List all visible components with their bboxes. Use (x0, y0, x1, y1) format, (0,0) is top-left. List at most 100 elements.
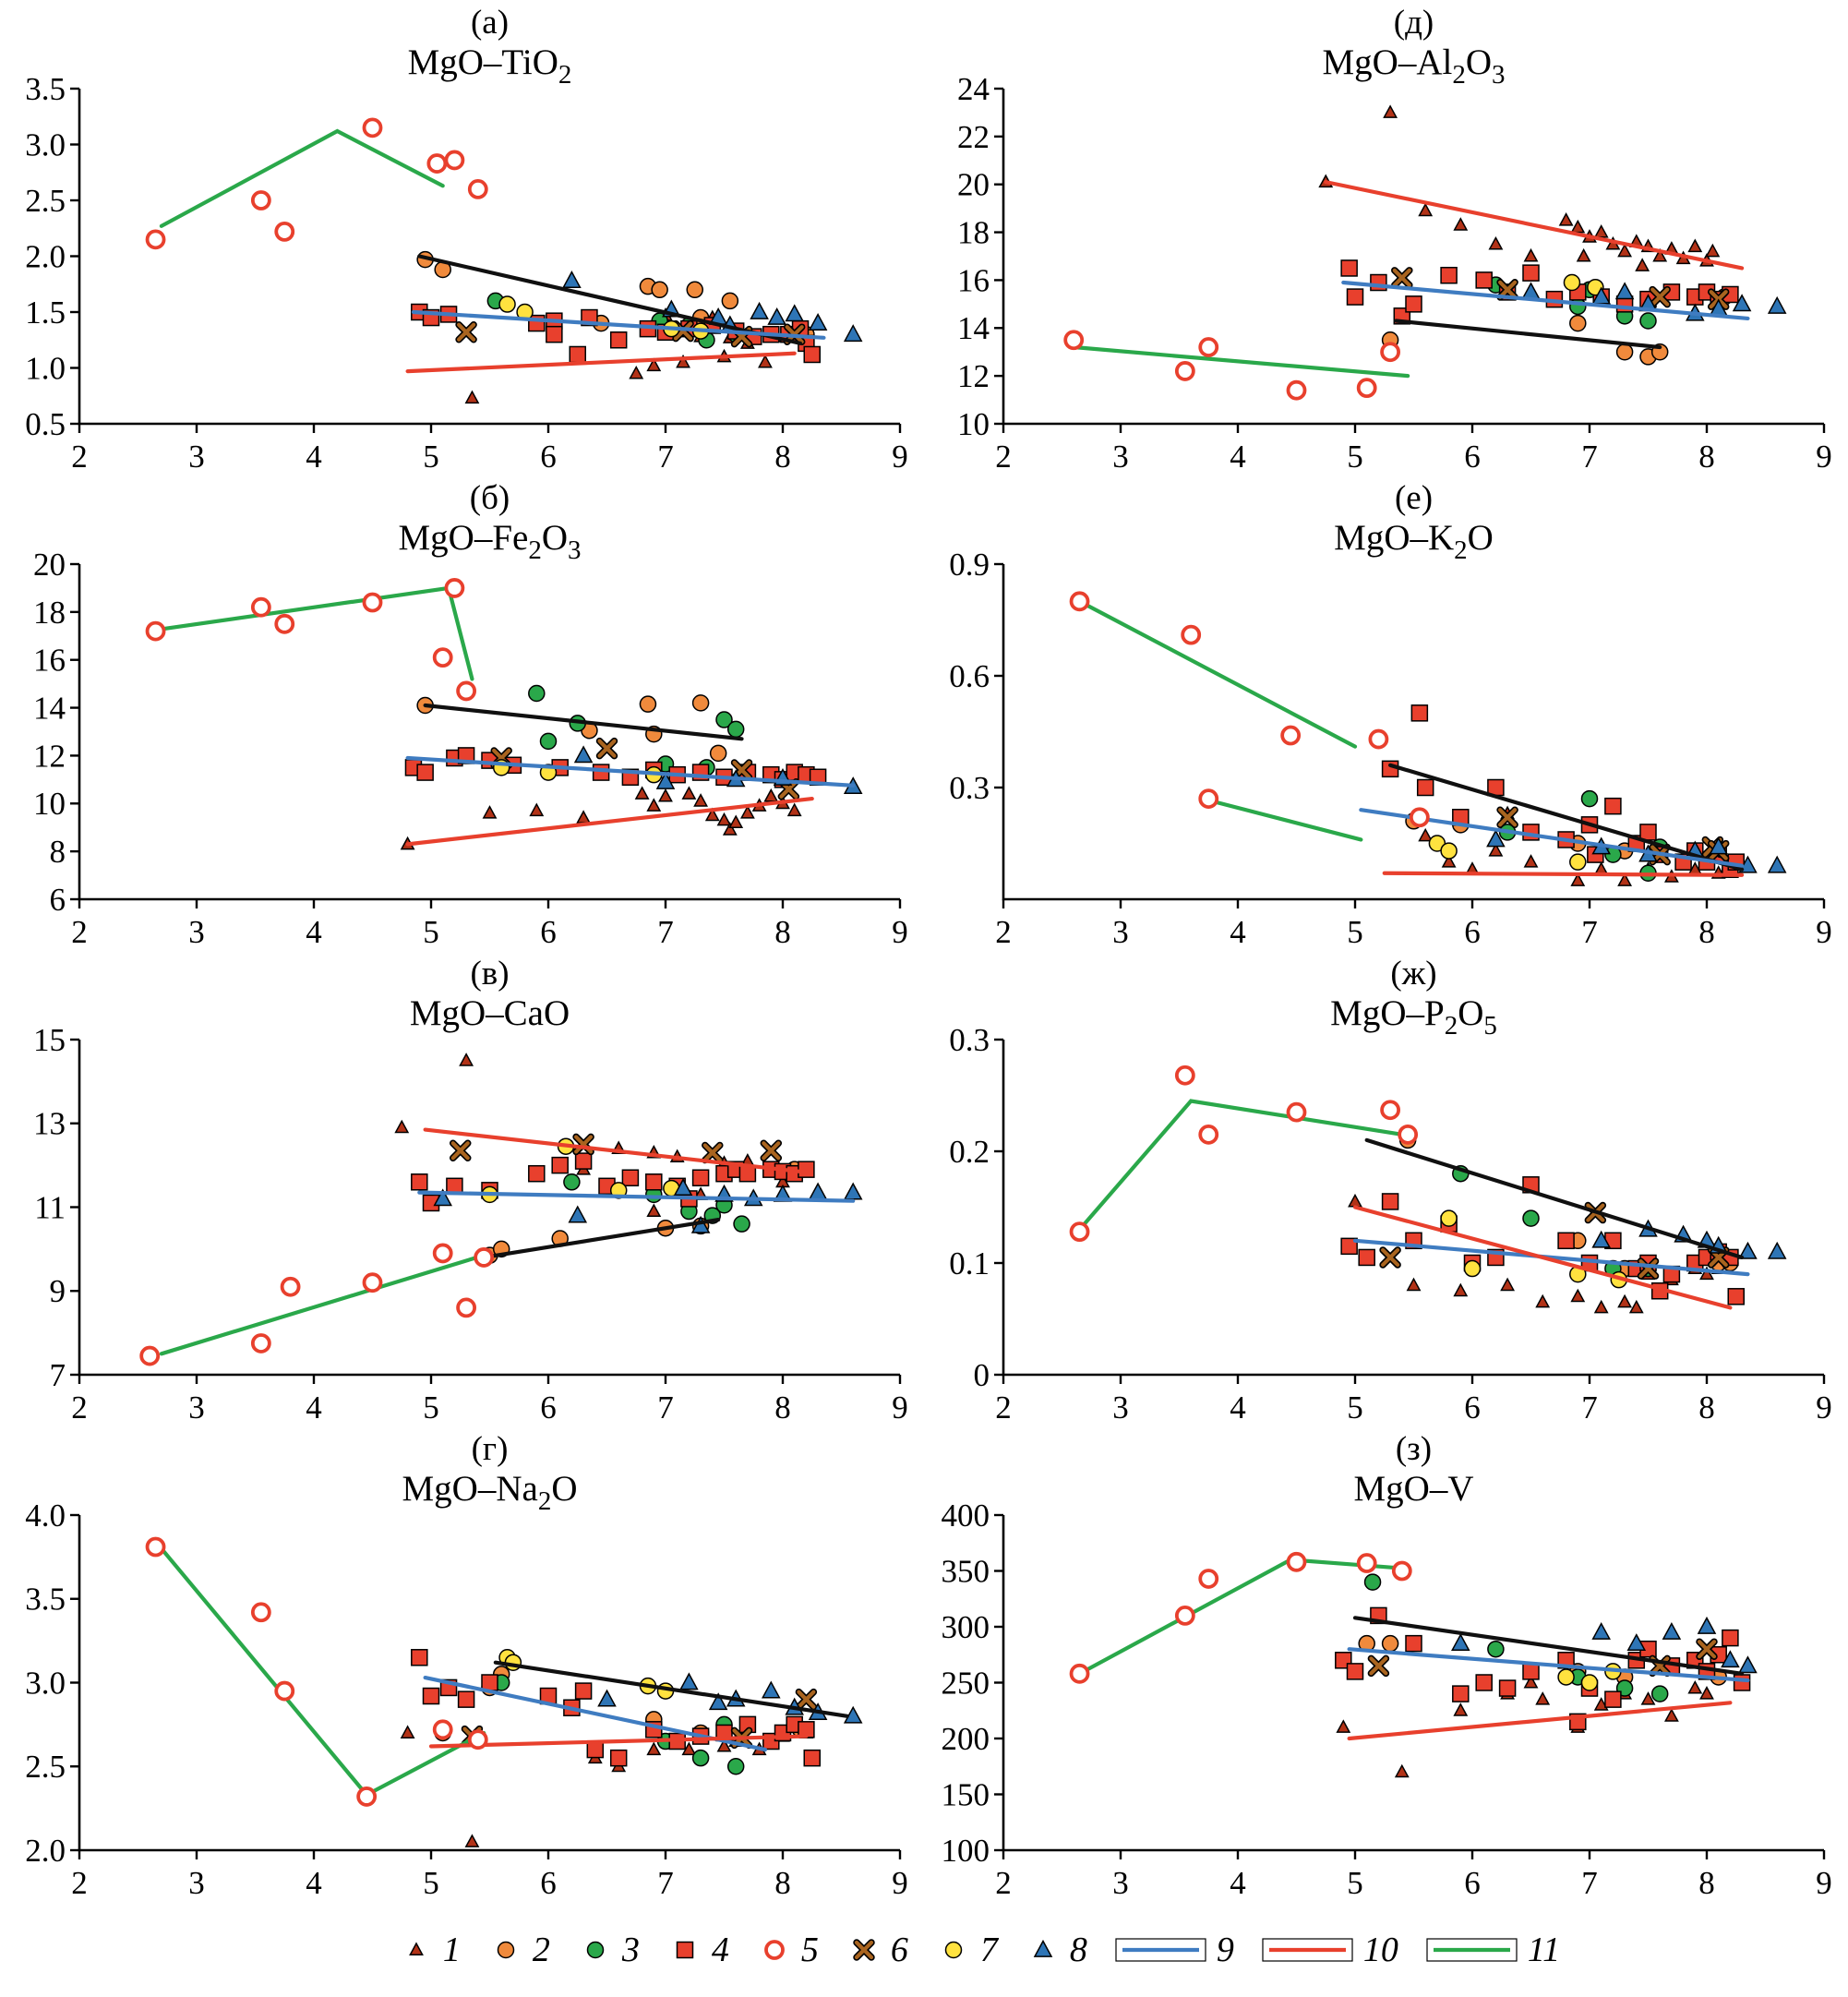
open-red-circle-marker (145, 229, 166, 250)
x-tick-label: 6 (540, 1389, 557, 1426)
scatter-points (1335, 1573, 1758, 1778)
panel-svg-b: (б)MgO–Fe2O3 6 8 10 12 14 16 18 20 2 3 4 5 6 7 8 9 (33, 479, 908, 950)
x-tick-label: 8 (774, 1389, 791, 1426)
legend-item-10: 10 (1262, 1930, 1398, 1970)
red-square-marker (551, 1156, 569, 1174)
green-circle-marker (691, 1749, 710, 1767)
red-square-marker (546, 325, 563, 343)
panel-title: MgO–Na2O (402, 1469, 578, 1516)
panel-label: (д) (1394, 4, 1434, 42)
open-red-circle-marker (280, 1276, 301, 1297)
small-red-triangle-marker (529, 802, 545, 817)
small-red-triangle-marker (1617, 872, 1633, 886)
red-square-marker (411, 1649, 428, 1666)
trend-line-black (417, 254, 803, 345)
open-red-circle-marker (1181, 624, 1202, 645)
brown-cross-marker (760, 1139, 783, 1161)
small-red-triangle-marker (739, 805, 755, 819)
x-tick-label: 2 (71, 439, 88, 475)
blue-triangle-marker (597, 1689, 617, 1707)
brown-cross-marker (1391, 267, 1413, 289)
open-red-circle-marker (426, 153, 448, 174)
yellow-circle-marker (1440, 842, 1458, 860)
y-tick-label: 16 (33, 643, 66, 679)
legend-line-blue (1115, 1937, 1206, 1962)
trend-lines (159, 1127, 856, 1356)
y-tick-label: 20 (957, 167, 990, 203)
blue-triangle-marker (767, 307, 786, 325)
open-red-circle-marker (250, 190, 271, 211)
brown-cross-marker (1496, 279, 1518, 301)
small-red-triangle-marker (400, 1725, 415, 1738)
brown-cross-marker (853, 1938, 875, 1961)
blue-triangle-marker (1591, 1621, 1611, 1640)
red-square-marker (1727, 1288, 1745, 1305)
axes (1002, 1040, 1824, 1377)
brown-cross-marker (455, 321, 477, 343)
green-circle-marker (1639, 312, 1657, 330)
brown-cross-marker (1367, 1654, 1390, 1678)
brown-cross-marker (1496, 806, 1518, 829)
blue-triangle-marker (568, 1205, 588, 1223)
trend-lines (1072, 180, 1750, 379)
x-tick-label: 4 (1230, 914, 1246, 950)
panel-title: MgO–Al2O3 (1322, 42, 1505, 90)
panel-label: (з) (1396, 1430, 1432, 1468)
orange-circle-marker (1381, 1634, 1399, 1653)
blue-triangle-marker (562, 271, 582, 288)
x-tick-label: 7 (657, 439, 674, 475)
small-red-triangle-marker (1394, 1763, 1410, 1778)
x-tick-label: 2 (995, 439, 1012, 475)
red-square-marker (1722, 1629, 1739, 1647)
green-circle-marker (726, 1758, 745, 1775)
y-tick-label: 10 (33, 786, 66, 822)
brown-cross-marker (450, 1139, 472, 1161)
y-tick-label: 0.5 (25, 406, 66, 442)
axes (78, 564, 900, 901)
red-square-marker (592, 764, 610, 781)
open-red-circle-marker (1174, 1605, 1195, 1626)
y-tick-label: 0.6 (949, 658, 990, 694)
y-tick-label: 11 (34, 1189, 66, 1225)
x-tick-label: 9 (1816, 1865, 1832, 1901)
trend-lines (153, 585, 856, 847)
y-tick-label: 3.0 (25, 126, 66, 162)
red-square-marker (798, 1161, 815, 1178)
y-tick-label: 2.0 (25, 1833, 66, 1869)
y-tick-label: 8 (50, 834, 66, 870)
small-red-triangle-marker (1687, 1679, 1703, 1694)
green-circle-marker (1522, 1209, 1540, 1227)
blue-triangle-marker (1614, 282, 1635, 300)
trend-line-black (1364, 1137, 1745, 1260)
red-square-marker (1733, 1674, 1751, 1691)
trend-line-green (159, 1253, 486, 1356)
y-tick-label: 250 (942, 1665, 990, 1701)
orange-circle-marker (1615, 343, 1634, 361)
small-red-triangle-marker (1418, 202, 1434, 217)
open-circle-points (145, 578, 477, 702)
red-square-marker (586, 1740, 605, 1759)
red-square-marker (411, 1173, 428, 1191)
panel-title: MgO–K2O (1334, 518, 1494, 565)
y-tick-label: 24 (957, 71, 990, 107)
small-red-triangle-marker (1406, 1277, 1422, 1292)
small-red-triangle-marker (576, 810, 592, 824)
trend-line-black (1388, 763, 1745, 872)
y-tick-label: 12 (33, 738, 66, 774)
blue-triangle-marker (708, 1692, 728, 1711)
small-red-triangle-marker (1558, 212, 1574, 226)
trend-line-black (1394, 319, 1662, 350)
blue-triangle-marker (1662, 1621, 1682, 1640)
trend-line-black (493, 1660, 849, 1718)
panel-title: MgO–TiO2 (408, 42, 572, 90)
blue-triangle-marker (1732, 294, 1752, 312)
red-square-marker (1498, 1679, 1517, 1697)
small-red-triangle-marker (1336, 1719, 1351, 1733)
legend-line-green (1426, 1937, 1518, 1962)
red-square-marker (691, 1169, 710, 1186)
open-red-circle-marker (1368, 728, 1389, 750)
brown-cross-marker (1696, 1638, 1718, 1660)
panel-svg-a: (а)MgO–TiO2 0.5 1.0 1.5 2.0 2.5 3.0 3.5 2 3 4 5 6 7 8 9 (25, 4, 908, 475)
open-red-circle-marker (145, 1536, 166, 1558)
blue-triangle-marker (1033, 1939, 1053, 1957)
